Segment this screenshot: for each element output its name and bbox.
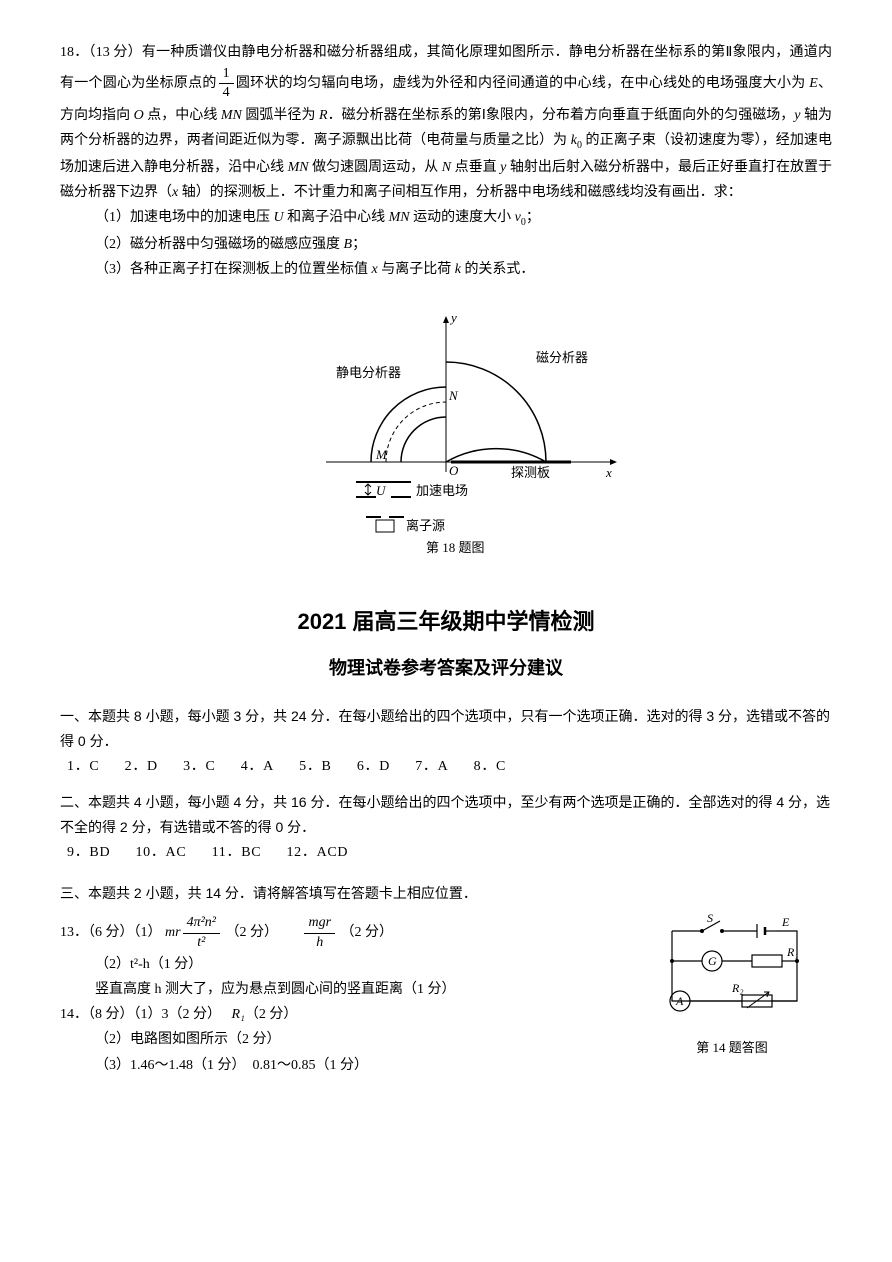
label-yaxis: y (449, 310, 457, 325)
answer-title-main: 2021 届高三年级期中学情检测 (60, 602, 832, 642)
label-ion: 离子源 (406, 518, 445, 533)
q18-t2: 圆环状的均匀辐向电场，虚线为外径和内径间通道的中心线，在中心线处的电场强度大小为 (236, 76, 810, 91)
q13-line3: 竖直高度 h 测大了，应为悬点到圆心间的竖直距离（1 分） (60, 977, 632, 1002)
label-N: N (448, 388, 459, 403)
q14-line3: （3）1.46～1.48（1 分） 0.81～0.85（1 分） (60, 1053, 632, 1078)
q18-sub3: （3）各种正离子打在探测板上的位置坐标值 x 与离子比荷 k 的关系式． (60, 257, 832, 282)
svg-text:R₂: R₂ (731, 981, 744, 995)
q13-line2: （2）t²-h（1 分） (60, 952, 632, 977)
label-detector: 探测板 (511, 465, 550, 480)
circuit-14-svg: S E G A R₁ R₂ (647, 906, 817, 1026)
svg-text:S: S (707, 911, 713, 925)
q18-body: 18．（13 分）有一种质谱仪由静电分析器和磁分析器组成，其简化原理如图所示．静… (60, 40, 832, 205)
q13-q14-left: 13．（6 分）（1） mr4π²n²t² （2 分） mgrh （2 分） （… (60, 906, 632, 1077)
svg-text:A: A (675, 994, 684, 1008)
var-O: O (134, 108, 144, 123)
label-xaxis: x (605, 465, 612, 480)
figure-18-svg: 静电分析器 磁分析器 探测板 加速电场 离子源 U N M O x y 第 18… (256, 302, 636, 562)
q18-sub2: （2）磁分析器中匀强磁场的磁感应强度 B； (60, 232, 832, 257)
q18-points: （13 分） (88, 45, 141, 60)
q14-figure-col: S E G A R₁ R₂ 第 14 题答图 (632, 906, 832, 1059)
section-3-header: 三、本题共 2 小题，共 14 分．请将解答填写在答题卡上相应位置． (60, 881, 832, 906)
label-accel: 加速电场 (416, 483, 468, 498)
answers-9-12: 9．BD 10．AC 11．BC 12．ACD (60, 840, 832, 865)
svg-text:E: E (781, 915, 790, 929)
answer-title-sub: 物理试卷参考答案及评分建议 (60, 652, 832, 684)
var-MN2: MN (288, 160, 309, 175)
q18-t10: 点垂直 (451, 160, 500, 175)
question-18: 18．（13 分）有一种质谱仪由静电分析器和磁分析器组成，其简化原理如图所示．静… (60, 40, 832, 282)
q18-t9: 做匀速圆周运动，从 (309, 160, 442, 175)
var-MN: MN (221, 108, 242, 123)
q18-t5: 圆弧半径为 (242, 108, 319, 123)
q18-t4: 点，中心线 (144, 108, 221, 123)
q13-line1: 13．（6 分）（1） mr4π²n²t² （2 分） mgrh （2 分） (60, 914, 632, 951)
figure14-caption: 第 14 题答图 (632, 1036, 832, 1059)
q18-sub1: （1）加速电场中的加速电压 U 和离子沿中心线 MN 运动的速度大小 v0； (60, 205, 832, 232)
var-R: R (319, 108, 328, 123)
q13-q14-row: 13．（6 分）（1） mr4π²n²t² （2 分） mgrh （2 分） （… (60, 906, 832, 1077)
label-mag: 磁分析器 (536, 350, 588, 365)
label-M: M (375, 447, 388, 462)
figure-18-container: 静电分析器 磁分析器 探测板 加速电场 离子源 U N M O x y 第 18… (60, 302, 832, 562)
var-N: N (442, 160, 451, 175)
q18-t6: ．磁分析器在坐标系的第Ⅰ象限内，分布着方向垂直于纸面向外的匀强磁场， (328, 108, 795, 123)
q18-t12: 轴）的探测板上．不计重力和离子间相互作用，分析器中电场线和磁感线均没有画出．求： (178, 185, 742, 200)
q14-line1: 14．（8 分）（1）3（2 分） R₁（2 分） (60, 1002, 632, 1027)
svg-text:R₁: R₁ (786, 945, 799, 959)
section-1-header: 一、本题共 8 小题，每小题 3 分，共 24 分．在每小题给出的四个选项中，只… (60, 704, 832, 754)
answers-1-8: 1．C 2．D 3．C 4．A 5．B 6．D 7．A 8．C (60, 754, 832, 779)
var-E: E (809, 76, 818, 91)
section-2-header: 二、本题共 4 小题，每小题 4 分，共 16 分．在每小题给出的四个选项中，至… (60, 790, 832, 840)
figure18-caption: 第 18 题图 (426, 540, 485, 555)
q18-number: 18． (60, 45, 88, 60)
fraction-1-4: 14 (219, 65, 234, 102)
label-U: U (376, 483, 387, 498)
q14-line2: （2）电路图如图所示（2 分） (60, 1027, 632, 1052)
label-O: O (449, 463, 459, 478)
q13-frac1: 4π²n²t² (183, 914, 220, 951)
q13-frac2: mgrh (304, 914, 335, 951)
svg-text:G: G (708, 954, 717, 968)
label-static: 静电分析器 (336, 365, 401, 380)
